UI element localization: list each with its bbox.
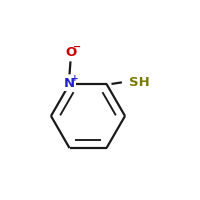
Text: +: + (71, 74, 79, 83)
Text: SH: SH (130, 76, 150, 89)
Text: N: N (64, 77, 75, 90)
Text: −: − (73, 42, 81, 52)
Text: O: O (65, 46, 76, 59)
